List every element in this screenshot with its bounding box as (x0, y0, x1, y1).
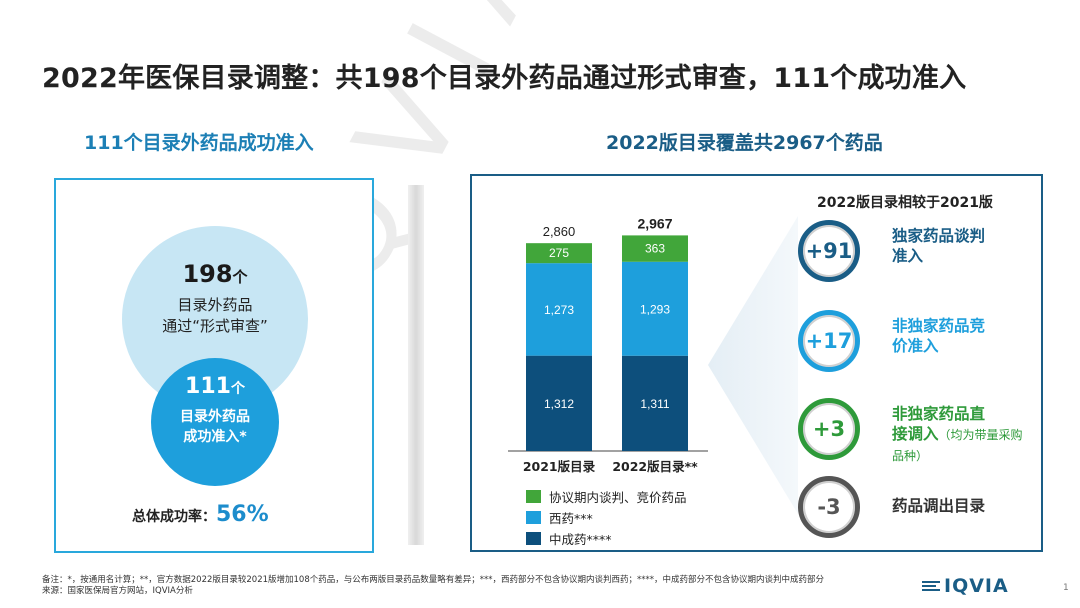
legend-item: 中成药**** (526, 528, 687, 549)
iqvia-logo: IQVIA (922, 575, 1009, 597)
comparison-note: （均为带量采购品种） (892, 428, 1023, 463)
footnote-source: 来源：国家医保局官方网站，IQVIA分析 (42, 586, 193, 596)
comparison-label: 非独家药品直 接调入（均为带量采购品种） (892, 405, 1023, 463)
footnote-notes: 备注：*，按通用名计算；**，官方数据2022版目录较2021版增加108个药品… (42, 575, 824, 585)
comparison-ring: +17 (798, 310, 860, 372)
comparison-label: 独家药品谈判 准入 (892, 227, 986, 265)
legend-swatch (526, 532, 541, 545)
bar-value-label: 363 (645, 242, 665, 256)
comparison-ring: -3 (798, 476, 860, 538)
right-section-title: 2022版目录覆盖共2967个药品 (606, 132, 883, 154)
chart-legend: 协议期内谈判、竞价药品 西药*** 中成药**** (526, 486, 687, 549)
logo-lines-icon (922, 581, 940, 591)
success-rate: 总体成功率：56% (132, 502, 269, 527)
comparison-label: 药品调出目录 (892, 497, 986, 515)
formal-review-label-1: 目录外药品 (177, 296, 253, 314)
bar-total-label: 2,967 (637, 215, 672, 231)
bar-segment (622, 355, 688, 451)
comparison-item: -3 药品调出目录 (798, 476, 1028, 538)
left-section-title: 111个目录外药品成功准入 (84, 132, 314, 154)
bar-value-label: 1,293 (640, 302, 670, 316)
comparison-title: 2022版目录相较于2021版 (817, 195, 993, 211)
bar-value-label: 1,312 (544, 397, 574, 411)
stacked-bar-chart: 1,312 1,273 275 2,860 2021版目录 1,311 1,293 363 2,… (508, 215, 708, 474)
legend-label: 西药*** (549, 511, 593, 526)
bar-value-label: 275 (549, 246, 569, 260)
formal-review-label-2: 通过“形式审查” (162, 317, 268, 335)
legend-item: 西药*** (526, 507, 687, 528)
comparison-item: +17 非独家药品竞 价准入 (798, 310, 1028, 372)
category-label: 2021版目录 (523, 459, 596, 474)
admitted-count: 111个 (185, 374, 245, 399)
legend-label: 协议期内谈判、竞价药品 (549, 490, 687, 505)
panel-divider (408, 185, 424, 545)
comparison-item: +91 独家药品谈判 准入 (798, 220, 1028, 282)
formal-review-count: 198个 (182, 260, 248, 288)
admitted-label-2: 成功准入* (183, 429, 247, 445)
left-panel: 198个 目录外药品 通过“形式审查” 111个 目录外药品 成功准入* 总体成… (54, 178, 374, 553)
comparison-value: +91 (805, 239, 853, 263)
admitted-label-1: 目录外药品 (180, 409, 250, 425)
page-number: 1 (1063, 583, 1069, 593)
comparison-value: -3 (817, 495, 841, 519)
legend-swatch (526, 490, 541, 503)
bar-total-label: 2,860 (543, 224, 576, 239)
comparison-value: +3 (812, 417, 846, 441)
success-rate-value: 56% (216, 502, 269, 527)
bar-segment (622, 235, 688, 262)
category-label: 2022版目录** (612, 459, 698, 474)
comparison-label: 非独家药品竞 价准入 (892, 317, 986, 355)
bar-segment (526, 263, 592, 356)
legend-item: 协议期内谈判、竞价药品 (526, 486, 687, 507)
legend-label: 中成药**** (549, 532, 612, 547)
bar-value-label: 1,311 (640, 397, 669, 411)
comparison-value: +17 (805, 329, 853, 353)
legend-swatch (526, 511, 541, 524)
page-title: 2022年医保目录调整：共198个目录外药品通过形式审查，111个成功准入 (42, 63, 967, 94)
success-rate-label: 总体成功率： (132, 509, 216, 525)
bar-segment (526, 355, 592, 451)
bar-segment (526, 243, 592, 264)
right-panel: 1,312 1,273 275 2,860 2021版目录 1,311 1,293 363 2,… (470, 174, 1043, 552)
comparison-item: +3 非独家药品直 接调入（均为带量采购品种） (798, 398, 1028, 463)
comparison-ring: +3 (798, 398, 860, 460)
bar-value-label: 1,273 (544, 303, 574, 317)
bar-segment (622, 261, 688, 356)
comparison-ring: +91 (798, 220, 860, 282)
admitted-circle: 111个 目录外药品 成功准入* (151, 358, 279, 486)
